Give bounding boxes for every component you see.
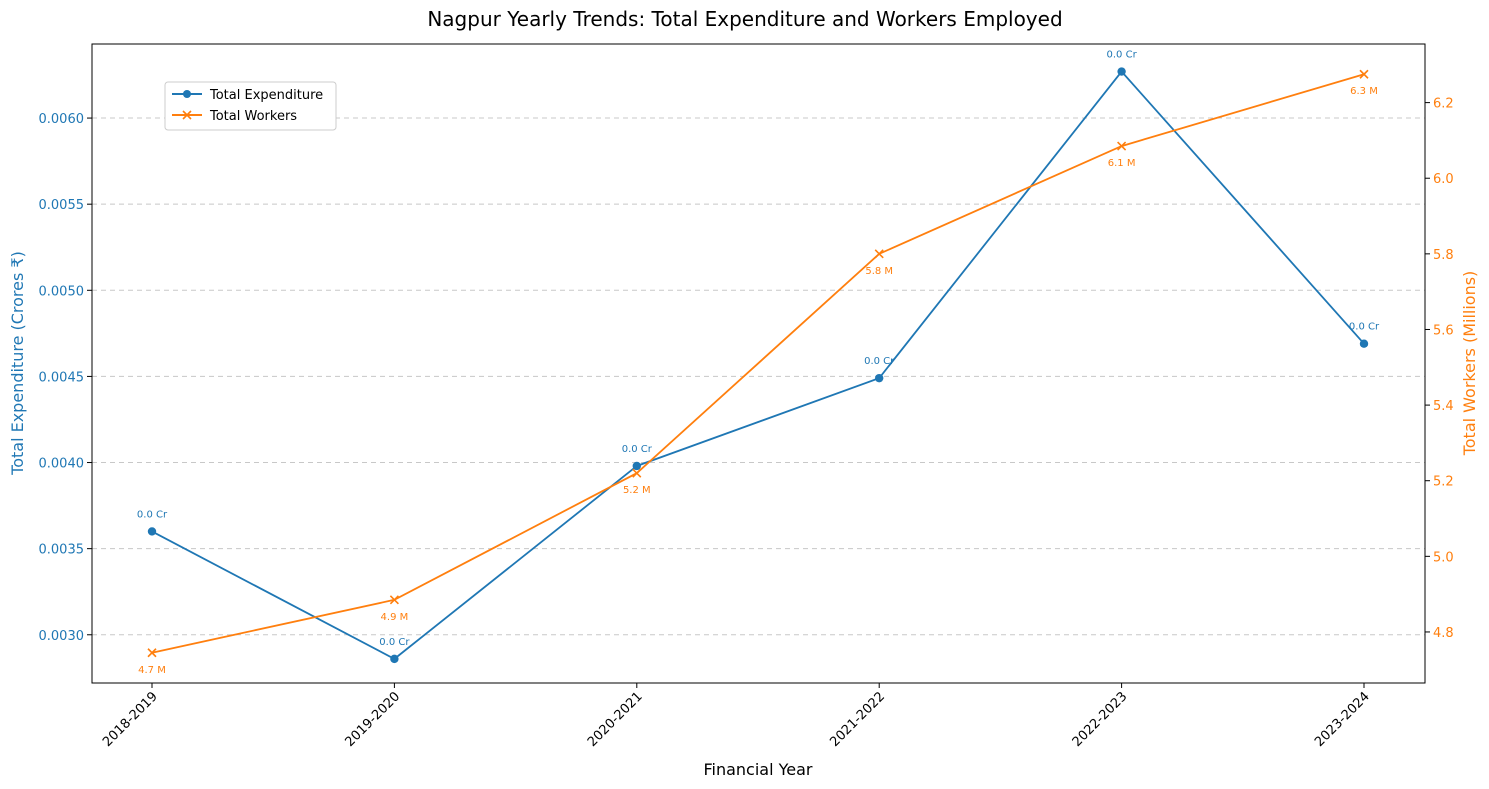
- expenditure-point: [875, 373, 884, 383]
- right-tick-label: 6.0: [1433, 172, 1454, 187]
- x-axis: 2018-2019 2019-2020 2020-2021 2021-2022 2022…: [100, 683, 1373, 750]
- legend-expenditure-marker: [183, 90, 191, 98]
- expenditure-point: [632, 461, 641, 471]
- legend: Total Expenditure Total Workers: [164, 81, 337, 131]
- left-tick-label: 0.0040: [39, 457, 85, 472]
- left-tick-label: 0.0060: [39, 112, 85, 127]
- workers-point: [147, 648, 157, 658]
- expenditure-data-label: 0.0 Cr: [622, 444, 653, 455]
- left-tick-label: 0.0055: [39, 198, 85, 213]
- x-tick-label: 2021-2022: [827, 689, 888, 750]
- expenditure-line: [151, 70, 1365, 660]
- chart-title: Nagpur Yearly Trends: Total Expenditure …: [427, 7, 1062, 31]
- x-tick-label: 2018-2019: [100, 689, 161, 750]
- grid-lines: [92, 117, 1425, 636]
- workers-data-label: 4.9 M: [381, 612, 409, 623]
- expenditure-point: [147, 527, 157, 536]
- legend-expenditure-label: Total Expenditure: [209, 88, 323, 103]
- left-y-axis: 0.0030 0.0035 0.0040 0.0045 0.0050 0.0055 0.00…: [39, 112, 92, 644]
- expenditure-data-label: 0.0 Cr: [1107, 50, 1138, 61]
- legend-workers-label: Total Workers: [209, 109, 297, 124]
- expenditure-data-label: 0.0 Cr: [137, 509, 168, 520]
- left-tick-label: 0.0050: [39, 284, 85, 299]
- x-tick-label: 2019-2020: [343, 689, 404, 750]
- series-layer: 0.0 Cr 0.0 Cr 0.0 Cr 0.0 Cr 0.0 Cr 0.0 Cr 4.7 …: [137, 50, 1380, 676]
- workers-line: [151, 73, 1365, 654]
- x-tick-label: 2022-2023: [1070, 689, 1131, 750]
- workers-point: [1359, 69, 1369, 79]
- left-tick-label: 0.0030: [39, 629, 85, 644]
- workers-data-label: 6.3 M: [1350, 86, 1378, 97]
- x-axis-label: Financial Year: [703, 760, 812, 779]
- workers-data-label: 4.7 M: [138, 665, 166, 676]
- y-axis-right-label: Total Workers (Millions): [1460, 271, 1479, 457]
- workers-data-label: 5.2 M: [623, 485, 651, 496]
- x-tick-label: 2020-2021: [585, 689, 646, 750]
- workers-point: [1117, 141, 1127, 151]
- right-tick-label: 4.8: [1433, 626, 1454, 641]
- workers-point: [389, 595, 399, 605]
- workers-point: [874, 249, 884, 259]
- expenditure-data-label: 0.0 Cr: [864, 356, 895, 367]
- right-tick-label: 6.2: [1433, 97, 1454, 112]
- left-tick-label: 0.0045: [39, 370, 85, 385]
- workers-point: [632, 468, 642, 478]
- expenditure-data-label: 0.0 Cr: [1349, 322, 1380, 333]
- right-tick-label: 5.4: [1433, 399, 1454, 414]
- right-tick-label: 5.8: [1433, 248, 1454, 263]
- left-tick-label: 0.0035: [39, 543, 85, 558]
- expenditure-data-label: 0.0 Cr: [379, 637, 410, 648]
- right-tick-label: 5.6: [1433, 323, 1454, 338]
- legend-workers-marker: [182, 110, 192, 120]
- legend-frame: [164, 81, 337, 131]
- expenditure-point: [1117, 67, 1126, 76]
- plot-area-frame: [91, 43, 1426, 684]
- right-tick-label: 5.2: [1433, 475, 1454, 490]
- y-axis-left-label: Total Expenditure (Crores ₹): [8, 251, 27, 476]
- x-tick-label: 2023-2024: [1312, 689, 1373, 750]
- right-y-axis: 4.8 5.0 5.2 5.4 5.6 5.8 6.0 6.2: [1425, 97, 1454, 641]
- right-tick-label: 5.0: [1433, 550, 1454, 565]
- expenditure-point: [390, 654, 399, 664]
- expenditure-point: [1359, 339, 1369, 348]
- workers-data-label: 5.8 M: [865, 266, 893, 277]
- workers-data-label: 6.1 M: [1108, 158, 1136, 169]
